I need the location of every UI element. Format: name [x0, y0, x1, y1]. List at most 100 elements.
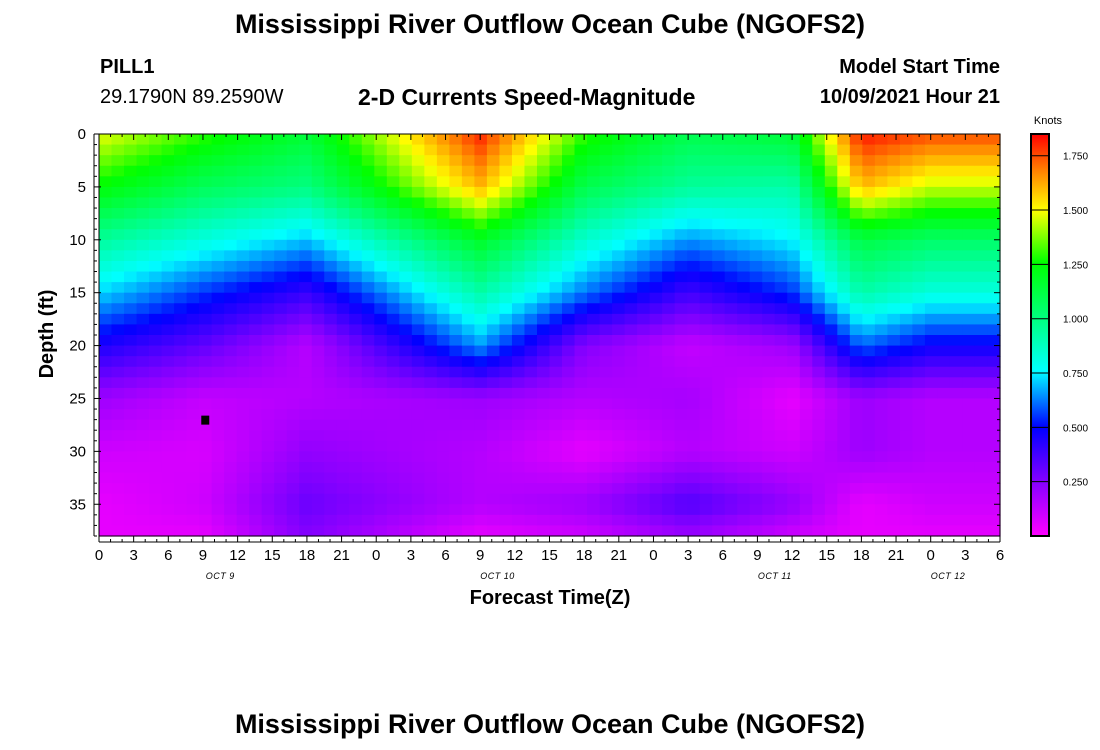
heatmap-cell — [349, 409, 363, 421]
heatmap-cell — [361, 271, 375, 283]
heatmap-cell — [587, 409, 601, 421]
heatmap-cell — [324, 345, 338, 357]
heatmap-cell — [99, 134, 113, 146]
heatmap-cell — [199, 345, 213, 357]
heatmap-cell — [336, 335, 350, 347]
heatmap-cell — [624, 377, 638, 389]
heatmap-cell — [461, 419, 476, 431]
heatmap-cell — [186, 292, 200, 304]
heatmap-cell — [149, 377, 163, 389]
heatmap-cell — [411, 144, 425, 156]
heatmap-cell — [186, 303, 200, 315]
heatmap-cell — [912, 303, 926, 315]
heatmap-cell — [174, 218, 188, 230]
heatmap-cell — [311, 155, 325, 167]
heatmap-cell — [299, 493, 313, 505]
heatmap-cell — [99, 282, 113, 294]
heatmap-cell — [912, 176, 926, 188]
heatmap-cell — [612, 440, 626, 452]
heatmap-cell — [474, 218, 488, 230]
heatmap-cell — [624, 239, 638, 251]
heatmap-cell — [749, 504, 763, 516]
heatmap-cell — [862, 409, 876, 421]
heatmap-cell — [411, 409, 425, 421]
heatmap-cell — [674, 176, 688, 188]
heatmap-cell — [99, 303, 113, 315]
heatmap-cell — [562, 197, 576, 209]
heatmap-cell — [511, 134, 526, 146]
heatmap-cell — [699, 483, 713, 495]
heatmap-cell — [812, 345, 826, 357]
heatmap-cell — [324, 514, 338, 527]
heatmap-cell — [424, 313, 438, 326]
heatmap-cell — [99, 155, 113, 167]
heatmap-cell — [862, 324, 876, 336]
heatmap-cell — [249, 525, 263, 537]
heatmap-cell — [662, 377, 676, 389]
heatmap-cell — [199, 514, 213, 527]
heatmap-cell — [124, 483, 138, 495]
heatmap-cell — [236, 451, 250, 463]
heatmap-cell — [662, 250, 676, 262]
heatmap-cell — [349, 208, 363, 220]
heatmap-cell — [486, 451, 501, 463]
heatmap-cell — [361, 504, 375, 516]
heatmap-cell — [637, 324, 651, 336]
heatmap-cell — [974, 186, 989, 199]
heatmap-cell — [849, 398, 863, 410]
heatmap-cell — [261, 504, 275, 516]
heatmap-cell — [136, 155, 150, 167]
heatmap-cell — [536, 197, 551, 209]
heatmap-cell — [336, 155, 350, 167]
heatmap-cell — [637, 493, 651, 505]
heatmap-cell — [486, 239, 501, 251]
heatmap-cell — [261, 218, 275, 230]
heatmap-cell — [962, 419, 976, 431]
heatmap-cell — [374, 218, 388, 230]
heatmap-cell — [111, 504, 125, 516]
heatmap-cell — [637, 335, 651, 347]
heatmap-cell — [624, 303, 638, 315]
heatmap-cell — [136, 356, 150, 368]
heatmap-cell — [411, 504, 425, 516]
heatmap-cell — [349, 356, 363, 368]
heatmap-cell — [587, 387, 601, 400]
heatmap-cell — [386, 387, 400, 400]
heatmap-cell — [311, 409, 325, 421]
heatmap-cell — [887, 514, 901, 527]
heatmap-cell — [712, 239, 726, 251]
heatmap-cell — [299, 525, 313, 537]
heatmap-cell — [637, 176, 651, 188]
heatmap-cell — [211, 165, 225, 177]
heatmap-cell — [974, 493, 989, 505]
heatmap-cell — [299, 292, 313, 304]
heatmap-cell — [649, 324, 663, 336]
heatmap-cell — [186, 366, 200, 378]
heatmap-cell — [436, 419, 450, 431]
heatmap-cell — [449, 345, 463, 357]
heatmap-cell — [274, 345, 288, 357]
heatmap-cell — [499, 271, 513, 283]
heatmap-cell — [336, 239, 350, 251]
heatmap-cell — [374, 409, 388, 421]
heatmap-cell — [912, 483, 926, 495]
heatmap-cell — [386, 430, 400, 442]
heatmap-cell — [436, 525, 450, 537]
heatmap-cell — [124, 472, 138, 484]
heatmap-cell — [874, 461, 888, 474]
heatmap-cell — [987, 409, 1001, 421]
heatmap-cell — [849, 461, 863, 474]
heatmap-cell — [674, 377, 688, 389]
heatmap-cell — [749, 461, 763, 474]
heatmap-cell — [411, 197, 425, 209]
heatmap-cell — [536, 335, 551, 347]
heatmap-cell — [124, 377, 138, 389]
heatmap-cell — [912, 218, 926, 230]
heatmap-cell — [399, 504, 413, 516]
heatmap-cell — [361, 430, 375, 442]
heatmap-cell — [637, 282, 651, 294]
heatmap-cell — [899, 440, 913, 452]
heatmap-cell — [599, 144, 613, 156]
heatmap-cell — [249, 186, 263, 199]
heatmap-cell — [899, 313, 913, 326]
